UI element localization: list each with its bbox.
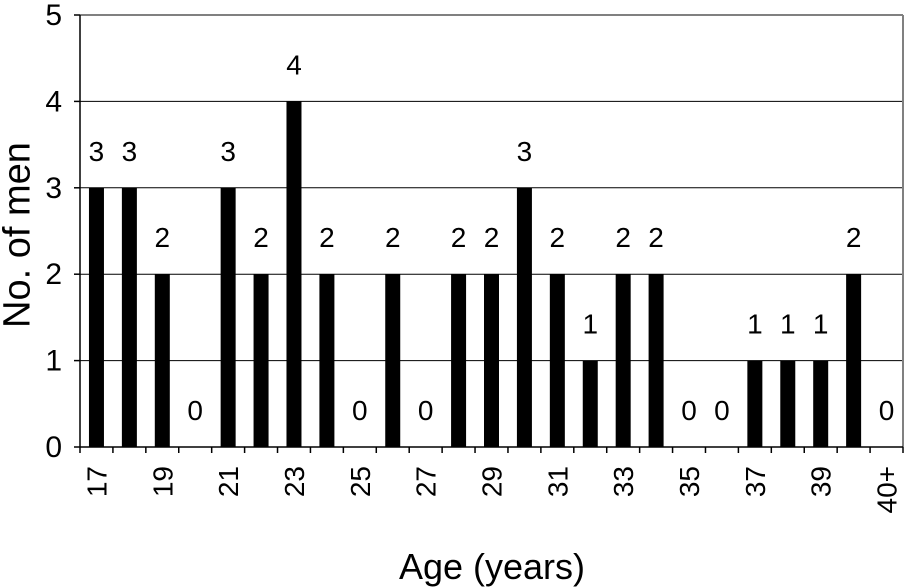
bar — [549, 274, 565, 447]
x-tick-label: 35 — [674, 466, 705, 497]
bar — [220, 187, 236, 448]
data-label: 2 — [484, 222, 500, 253]
x-axis-title: Age (years) — [398, 546, 586, 587]
data-label: 0 — [187, 395, 203, 426]
data-label: 2 — [550, 222, 566, 253]
bar — [253, 274, 269, 447]
data-label: 3 — [220, 136, 236, 167]
data-label: 2 — [385, 222, 401, 253]
data-label: 0 — [418, 395, 434, 426]
data-label: 1 — [747, 309, 763, 340]
x-tick-label: 31 — [542, 466, 573, 497]
bar — [88, 187, 104, 448]
y-tick-label: 4 — [45, 85, 62, 118]
data-label: 2 — [319, 222, 335, 253]
bar — [813, 360, 829, 447]
x-tick-label: 17 — [81, 466, 112, 497]
x-tick-label: 37 — [740, 466, 771, 497]
bar — [747, 360, 763, 447]
data-label: 3 — [517, 136, 533, 167]
data-label: 1 — [780, 309, 796, 340]
x-tick-label: 39 — [806, 466, 837, 497]
bar — [385, 274, 401, 447]
data-label: 0 — [879, 395, 895, 426]
y-tick-label: 2 — [45, 258, 62, 291]
x-tick-label: 19 — [147, 466, 178, 497]
x-tick-label: 25 — [345, 466, 376, 497]
bar — [451, 274, 467, 447]
data-label: 0 — [681, 395, 697, 426]
bar — [121, 187, 137, 448]
y-tick-label: 0 — [45, 431, 62, 464]
bar — [846, 274, 862, 447]
bar — [648, 274, 664, 447]
plot-frame — [79, 14, 904, 448]
x-tick-label: 29 — [477, 466, 508, 497]
data-label: 2 — [155, 222, 171, 253]
data-label: 1 — [582, 309, 598, 340]
bar — [484, 274, 499, 447]
y-axis-title: No. of men — [0, 142, 39, 328]
x-tick-label: 33 — [608, 466, 639, 497]
bar — [154, 274, 170, 447]
bar — [615, 274, 631, 447]
y-axis: 0 1 2 3 4 5 — [45, 0, 80, 464]
y-tick-label: 5 — [45, 0, 62, 32]
bar — [319, 274, 335, 447]
data-label: 2 — [648, 222, 664, 253]
bar — [780, 360, 796, 447]
bars — [88, 101, 862, 448]
bar — [516, 187, 532, 448]
data-label: 0 — [352, 395, 368, 426]
x-tick-label: 27 — [411, 466, 442, 497]
bar — [286, 101, 302, 448]
y-tick-label: 3 — [45, 172, 62, 205]
data-label: 0 — [714, 395, 730, 426]
x-tick-label: 40+ — [872, 466, 903, 514]
data-label: 2 — [615, 222, 631, 253]
data-label: 2 — [253, 222, 269, 253]
data-label: 1 — [813, 309, 829, 340]
data-label: 4 — [286, 49, 302, 80]
data-label: 3 — [89, 136, 105, 167]
bar — [582, 360, 598, 447]
data-label: 2 — [846, 222, 862, 253]
y-tick-label: 1 — [45, 345, 62, 378]
data-label: 3 — [122, 136, 138, 167]
x-axis: 17 19 21 23 25 27 29 31 33 35 37 39 40+ — [79, 447, 904, 514]
x-tick-label: 23 — [279, 466, 310, 497]
data-label: 2 — [451, 222, 467, 253]
x-tick-label: 21 — [213, 466, 244, 497]
